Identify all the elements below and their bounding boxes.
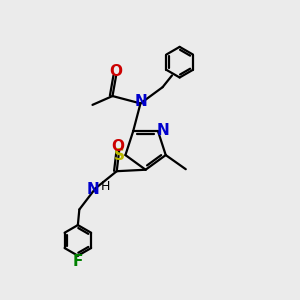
Text: O: O <box>110 64 122 79</box>
Text: H: H <box>100 180 110 193</box>
Text: F: F <box>73 254 83 268</box>
Text: N: N <box>135 94 148 109</box>
Text: N: N <box>156 123 169 138</box>
Text: O: O <box>112 139 125 154</box>
Text: N: N <box>86 182 99 197</box>
Text: S: S <box>113 148 124 163</box>
